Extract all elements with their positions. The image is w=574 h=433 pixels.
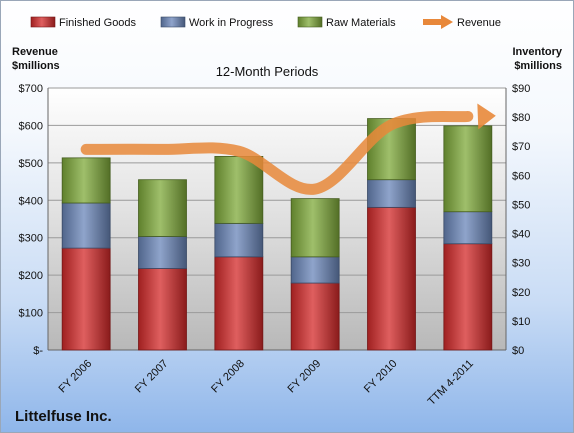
bar-segment (443, 211, 493, 245)
right-tick-label: $70 (512, 141, 530, 153)
right-tick-label: $20 (512, 287, 530, 299)
left-tick-label: $500 (19, 158, 43, 170)
bar-segment (214, 222, 264, 258)
left-tick-label: $700 (19, 83, 43, 95)
bar-segment (214, 256, 264, 351)
x-tick-label: FY 2010 (362, 358, 400, 396)
right-tick-label: $0 (512, 345, 524, 357)
bar-segment (290, 198, 340, 258)
right-tick-label: $30 (512, 258, 530, 270)
left-tick-label: $200 (19, 270, 43, 282)
x-tick-label: FY 2007 (133, 358, 171, 396)
revenue-arrowhead (477, 103, 496, 130)
bar-segment (290, 256, 340, 284)
company-name: Littelfuse Inc. (15, 408, 112, 425)
left-tick-label: $100 (19, 308, 43, 320)
bar-segment (61, 157, 111, 204)
x-tick-label: FY 2008 (209, 358, 247, 396)
right-tick-label: $10 (512, 316, 530, 328)
legend-swatch (297, 16, 323, 28)
left-tick-label: $300 (19, 233, 43, 245)
bar-segment (61, 202, 111, 249)
legend-swatch (30, 16, 56, 28)
legend-label: Raw Materials (326, 17, 396, 29)
legend-label: Revenue (457, 17, 501, 29)
bar-segment (290, 282, 340, 351)
right-tick-label: $80 (512, 112, 530, 124)
right-axis-title-line1: Inventory (512, 46, 562, 58)
bar-segment (138, 179, 187, 237)
bar-segment (443, 243, 493, 351)
chart-title: 12-Month Periods (216, 64, 319, 79)
left-axis-title-line1: Revenue (12, 46, 58, 58)
revenue-line (80, 110, 474, 195)
x-tick-label: TTM 4-2011 (426, 358, 476, 408)
legend-swatch (160, 16, 186, 28)
right-tick-label: $40 (512, 229, 530, 241)
right-tick-label: $90 (512, 83, 530, 95)
bar-segment (138, 268, 187, 351)
bar-segment (138, 236, 187, 269)
bar-segment (443, 125, 493, 213)
left-tick-label: $400 (19, 195, 43, 207)
bar-segment (61, 247, 111, 351)
x-tick-label: FY 2006 (57, 358, 95, 396)
legend-label: Finished Goods (59, 17, 137, 29)
right-tick-label: $50 (512, 199, 530, 211)
plot-area (48, 88, 506, 350)
left-tick-label: $600 (19, 120, 43, 132)
bar-segment (214, 156, 264, 224)
left-axis-title-line2: $millions (12, 60, 60, 72)
legend-swatch (441, 15, 453, 29)
left-tick-label: $- (33, 345, 43, 357)
legend-label: Work in Progress (189, 17, 274, 29)
right-axis-title-line2: $millions (514, 60, 562, 72)
bar-segment (367, 179, 416, 208)
right-tick-label: $60 (512, 170, 530, 182)
bar-segment (367, 206, 416, 351)
x-tick-label: FY 2009 (286, 358, 324, 396)
